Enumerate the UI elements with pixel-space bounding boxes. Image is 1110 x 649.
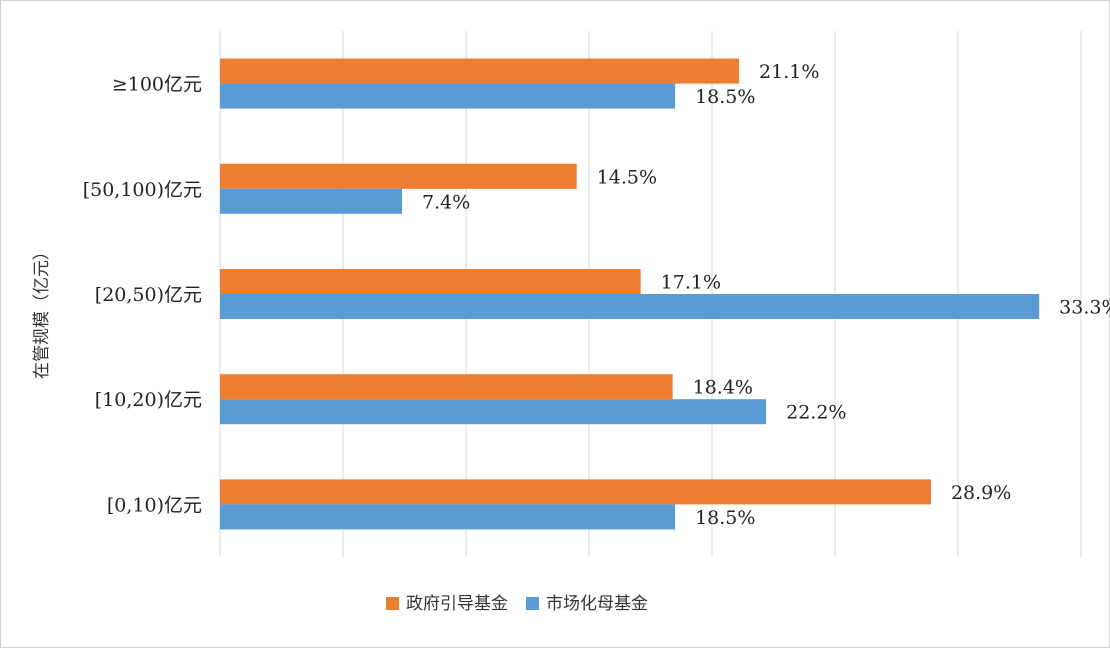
category-label: ≥100亿元	[112, 74, 202, 96]
legend-swatch	[526, 597, 539, 610]
bar	[220, 479, 931, 505]
data-label: 14.5%	[597, 166, 657, 188]
legend-swatch	[386, 597, 399, 610]
bar	[220, 269, 641, 294]
category-label: [0,10)亿元	[107, 494, 202, 516]
data-label: 18.5%	[695, 507, 755, 529]
data-label: 18.4%	[693, 377, 753, 399]
bar	[220, 188, 403, 214]
bar	[220, 374, 673, 400]
data-label: 17.1%	[661, 272, 721, 294]
bar	[220, 58, 740, 84]
category-label: [20,50)亿元	[95, 284, 202, 306]
data-label: 18.5%	[695, 86, 755, 108]
value-labels: 21.1%18.5%14.5%7.4%17.1%33.3%18.4%22.2%2…	[422, 61, 1110, 529]
bar	[220, 399, 767, 425]
legend: 政府引导基金 市场化母基金	[386, 594, 648, 614]
category-label: [50,100)亿元	[83, 179, 202, 201]
category-label: [10,20)亿元	[95, 389, 202, 411]
bar	[220, 504, 676, 530]
data-label: 33.3%	[1059, 297, 1110, 319]
data-label: 7.4%	[422, 191, 470, 213]
bar	[220, 163, 577, 189]
category-labels: ≥100亿元 [50,100)亿元 [20,50)亿元 [10,20)亿元 [0,10)…	[83, 74, 202, 517]
bar	[220, 83, 676, 109]
data-label: 22.2%	[786, 402, 846, 424]
legend-label: 市场化母基金	[546, 594, 648, 614]
legend-label: 政府引导基金	[406, 594, 508, 614]
bars	[220, 58, 1040, 530]
data-label: 21.1%	[759, 61, 819, 83]
y-axis-title: 在管规模（亿元）	[32, 243, 52, 379]
bar	[220, 294, 1040, 319]
data-label: 28.9%	[951, 482, 1011, 504]
